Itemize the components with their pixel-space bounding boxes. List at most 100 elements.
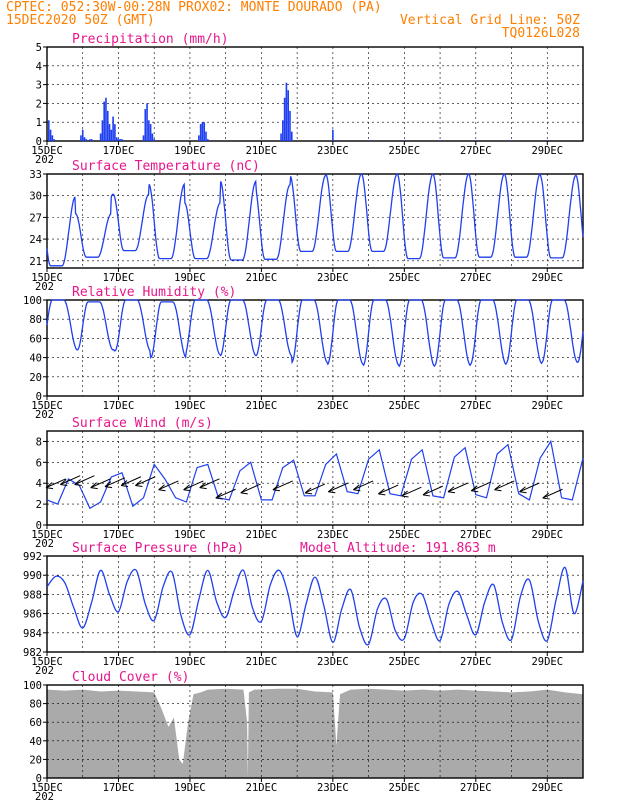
temp-year-label: 202 <box>35 281 54 293</box>
precip-bar <box>283 97 286 141</box>
pres-frame <box>46 555 584 653</box>
precip-year-label: 202 <box>35 154 54 166</box>
temp-title: Surface Temperature (nC) <box>72 159 260 174</box>
precip-bar <box>203 122 206 141</box>
cloud-x-tick-label: 23DEC <box>317 782 349 794</box>
cloud-x-tick-label: 21DEC <box>246 782 278 794</box>
rh-x-tick-label: 25DEC <box>389 400 421 412</box>
wind-y-tick-label: 6 <box>36 457 42 469</box>
precip-bar <box>81 129 84 141</box>
rh-x-tick-label: 15DEC <box>31 400 63 412</box>
pres-x-tick-label: 15DEC <box>31 656 63 668</box>
wind-x-tick-label: 29DEC <box>531 529 563 541</box>
precip-bar <box>110 129 113 141</box>
pres-title: Surface Pressure (hPa) <box>72 541 244 556</box>
cloud-x-tick-label: 17DEC <box>103 782 135 794</box>
wind-arrow <box>45 478 67 489</box>
wind-arrow-head <box>199 482 207 490</box>
wind-arrow <box>240 483 261 494</box>
temp-y-tick-label: 21 <box>29 256 42 268</box>
temp-y-tick-label: 27 <box>29 212 42 224</box>
precip-x-tick-label: 17DEC <box>103 145 135 157</box>
wind-arrow-head <box>215 492 223 500</box>
precip-bar <box>282 120 284 141</box>
wind-panel: Surface Wind (m/s) 0 2 4 6 8 15DEC 17DEC 19DEC 21… <box>31 416 584 550</box>
precip-y-tick-label: 0 <box>36 136 42 148</box>
wind-arrow-head <box>353 484 361 492</box>
pres-y-tick-label: 992 <box>23 551 42 563</box>
precip-title: Precipitation (mm/h) <box>72 32 229 47</box>
wind-x-tick-label: 19DEC <box>174 529 206 541</box>
precip-bar <box>117 139 120 141</box>
precip-y-tick-label: 1 <box>36 117 42 129</box>
wind-arrow <box>272 480 293 491</box>
precip-bar <box>335 140 338 141</box>
pres-x-tick-label: 27DEC <box>460 656 492 668</box>
precip-bar <box>332 129 334 141</box>
precip-y-tick-label: 2 <box>36 98 42 110</box>
wind-frame <box>46 430 584 526</box>
rh-x-tick-label: 19DEC <box>174 400 206 412</box>
pres-x-tick-label: 17DEC <box>103 656 135 668</box>
wind-arrow-head <box>158 484 166 492</box>
precip-bar <box>439 140 441 141</box>
rh-y-tick-label: 20 <box>29 372 42 384</box>
precip-bar <box>151 133 154 141</box>
cloud-x-tick-label: 15DEC <box>31 782 63 794</box>
precip-bar <box>108 124 111 141</box>
header-date: 15DEC2020 50Z (GMT) <box>6 13 155 28</box>
rh-frame <box>46 299 584 397</box>
pres-panel: Surface Pressure (hPa) Model Altitude: 19… <box>23 541 584 677</box>
pres-y-tick-label: 984 <box>23 628 42 640</box>
wind-x-tick-label: 25DEC <box>389 529 421 541</box>
rh-x-tick-label: 21DEC <box>246 400 278 412</box>
wind-x-tick-label: 27DEC <box>460 529 492 541</box>
precip-bar <box>287 90 290 141</box>
pres-model-altitude: Model Altitude: 191.863 m <box>300 541 496 556</box>
rh-panel: Relative Humidity (%) 0 20 40 60 80 100 15DEC 17… <box>23 285 584 421</box>
precip-bar <box>280 133 282 141</box>
wind-arrow-head <box>401 490 409 498</box>
precip-y-tick-label: 3 <box>36 80 42 92</box>
temp-y-tick-label: 24 <box>29 234 42 246</box>
cloud-y-tick-label: 20 <box>29 754 42 766</box>
precip-bar <box>290 131 293 141</box>
temp-x-tick-label: 29DEC <box>531 272 563 284</box>
precip-bar <box>89 139 91 141</box>
precip-bar <box>85 139 88 141</box>
pres-y-tick-label: 986 <box>23 609 42 621</box>
precip-bar <box>101 120 104 141</box>
wind-arrow-head <box>494 484 502 492</box>
cloud-x-tick-label: 27DEC <box>460 782 492 794</box>
precip-bar <box>142 135 145 141</box>
rh-y-tick-label: 60 <box>29 333 42 345</box>
wind-arrow <box>104 477 125 488</box>
precip-x-tick-label: 21DEC <box>246 145 278 157</box>
precip-bar <box>51 135 54 141</box>
precip-y-tick-label: 5 <box>36 42 42 54</box>
precip-bar <box>49 129 52 141</box>
temp-panel: Surface Temperature (nC) 21 24 27 30 33 15DEC 1… <box>29 159 584 293</box>
precip-bar <box>153 139 156 141</box>
wind-y-tick-label: 4 <box>36 478 42 490</box>
precip-bar <box>144 109 147 141</box>
rh-y-tick-label: 0 <box>36 391 42 403</box>
wind-arrow-head <box>422 489 431 497</box>
wind-arrow-head <box>328 486 336 494</box>
precip-bar <box>106 110 109 141</box>
precip-x-tick-label: 27DEC <box>460 145 492 157</box>
cloud-y-tick-label: 0 <box>36 773 42 785</box>
wind-arrow <box>60 475 81 485</box>
precip-bar <box>367 140 370 141</box>
header: CPTEC: 052:30W-00:28N PROX02: MONTE DOUR… <box>6 0 580 41</box>
wind-arrow <box>158 480 179 491</box>
wind-arrow-head <box>74 479 82 486</box>
wind-arrow <box>304 483 326 494</box>
precip-bar <box>99 133 102 141</box>
pres-x-tick-label: 23DEC <box>317 656 349 668</box>
wind-arrow <box>447 482 469 493</box>
temp-y-tick-label: 30 <box>29 191 42 203</box>
precip-bar <box>149 124 152 141</box>
cloud-frame <box>46 684 584 779</box>
